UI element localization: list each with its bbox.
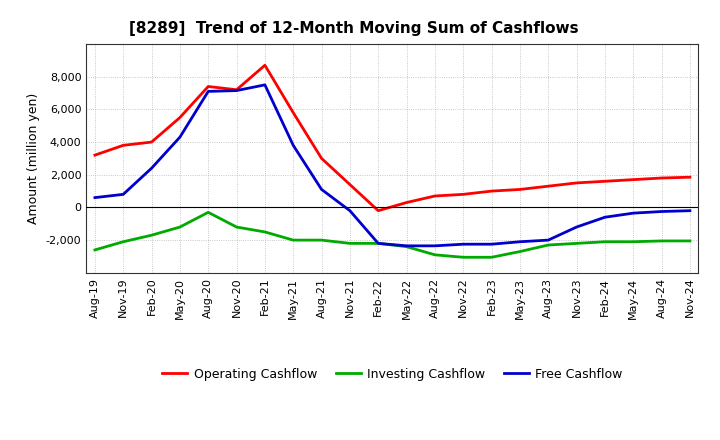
Operating Cashflow <box>402 200 411 205</box>
Investing Cashflow <box>374 241 382 246</box>
Investing Cashflow <box>204 210 212 215</box>
Operating Cashflow <box>176 115 184 120</box>
Investing Cashflow <box>346 241 354 246</box>
Free Cashflow <box>516 239 524 244</box>
Free Cashflow <box>600 215 609 220</box>
Operating Cashflow <box>459 192 467 197</box>
Free Cashflow <box>685 208 694 213</box>
Free Cashflow <box>204 89 212 94</box>
Operating Cashflow <box>289 110 297 115</box>
Legend: Operating Cashflow, Investing Cashflow, Free Cashflow: Operating Cashflow, Investing Cashflow, … <box>158 363 627 385</box>
Investing Cashflow <box>119 239 127 244</box>
Investing Cashflow <box>600 239 609 244</box>
Investing Cashflow <box>91 247 99 253</box>
Free Cashflow <box>459 242 467 247</box>
Operating Cashflow <box>600 179 609 184</box>
Operating Cashflow <box>91 153 99 158</box>
Investing Cashflow <box>261 229 269 235</box>
Free Cashflow <box>176 135 184 140</box>
Investing Cashflow <box>516 249 524 254</box>
Free Cashflow <box>261 82 269 88</box>
Free Cashflow <box>487 242 496 247</box>
Investing Cashflow <box>544 242 552 248</box>
Operating Cashflow <box>516 187 524 192</box>
Free Cashflow <box>318 187 326 192</box>
Operating Cashflow <box>148 139 156 145</box>
Operating Cashflow <box>657 176 666 181</box>
Line: Free Cashflow: Free Cashflow <box>95 85 690 246</box>
Investing Cashflow <box>233 224 241 230</box>
Operating Cashflow <box>318 156 326 161</box>
Operating Cashflow <box>233 87 241 92</box>
Investing Cashflow <box>459 255 467 260</box>
Investing Cashflow <box>289 238 297 243</box>
Free Cashflow <box>544 238 552 243</box>
Operating Cashflow <box>629 177 637 182</box>
Free Cashflow <box>402 243 411 249</box>
Free Cashflow <box>148 165 156 171</box>
Text: [8289]  Trend of 12-Month Moving Sum of Cashflows: [8289] Trend of 12-Month Moving Sum of C… <box>130 21 579 36</box>
Free Cashflow <box>289 143 297 148</box>
Free Cashflow <box>657 209 666 214</box>
Operating Cashflow <box>261 62 269 68</box>
Free Cashflow <box>346 208 354 213</box>
Free Cashflow <box>233 88 241 93</box>
Investing Cashflow <box>487 255 496 260</box>
Operating Cashflow <box>544 183 552 189</box>
Investing Cashflow <box>629 239 637 244</box>
Free Cashflow <box>119 192 127 197</box>
Investing Cashflow <box>685 238 694 244</box>
Line: Investing Cashflow: Investing Cashflow <box>95 213 690 257</box>
Operating Cashflow <box>487 188 496 194</box>
Free Cashflow <box>431 243 439 249</box>
Investing Cashflow <box>402 244 411 249</box>
Investing Cashflow <box>148 233 156 238</box>
Operating Cashflow <box>374 208 382 213</box>
Investing Cashflow <box>572 241 581 246</box>
Operating Cashflow <box>431 193 439 198</box>
Operating Cashflow <box>204 84 212 89</box>
Y-axis label: Amount (million yen): Amount (million yen) <box>27 93 40 224</box>
Investing Cashflow <box>176 224 184 230</box>
Free Cashflow <box>629 210 637 216</box>
Operating Cashflow <box>685 175 694 180</box>
Investing Cashflow <box>657 238 666 244</box>
Free Cashflow <box>572 224 581 230</box>
Investing Cashflow <box>318 238 326 243</box>
Operating Cashflow <box>119 143 127 148</box>
Line: Operating Cashflow: Operating Cashflow <box>95 65 690 211</box>
Operating Cashflow <box>346 182 354 187</box>
Free Cashflow <box>374 241 382 246</box>
Free Cashflow <box>91 195 99 200</box>
Investing Cashflow <box>431 252 439 257</box>
Operating Cashflow <box>572 180 581 186</box>
